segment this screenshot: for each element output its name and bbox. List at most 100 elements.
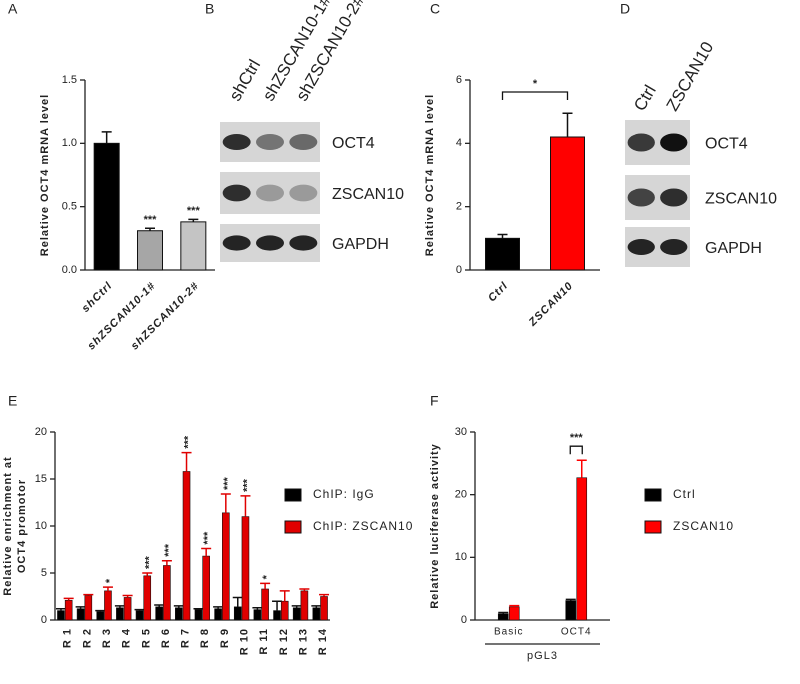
x-tick-label: R 13	[297, 628, 309, 655]
error-bar	[181, 451, 192, 472]
bar	[233, 606, 242, 621]
x-tick-label: R 3	[101, 628, 113, 648]
blot-band	[627, 188, 655, 207]
bar	[96, 611, 105, 621]
error-bar	[272, 600, 283, 611]
error-bar	[252, 607, 263, 610]
x-tick-label: R 7	[180, 628, 192, 648]
error-bar	[291, 605, 302, 608]
error-bar	[232, 596, 243, 607]
y-tick-label: 5	[41, 567, 47, 579]
lane-label: Ctrl	[630, 82, 660, 114]
error-bar	[193, 607, 204, 610]
error-bar	[319, 593, 330, 597]
bar	[550, 136, 585, 271]
y-tick-label: 15	[35, 473, 47, 485]
bar	[116, 607, 124, 621]
bar	[508, 606, 520, 621]
blot-band	[627, 133, 655, 152]
y-tick-label: 20	[455, 489, 467, 501]
panel-label: A	[8, 1, 18, 17]
error-bar	[576, 459, 587, 478]
y-axis-label: Relative OCT4 mRNA level	[424, 94, 436, 256]
panel-label: E	[8, 393, 17, 409]
error-bar	[562, 112, 573, 137]
blot-label: OCT4	[332, 135, 375, 152]
significance: ***	[202, 531, 214, 545]
y-tick-label: 0.0	[62, 264, 77, 276]
error-bar	[497, 233, 508, 239]
bar	[273, 610, 281, 621]
bar	[104, 590, 112, 621]
x-tick-label: R 12	[278, 628, 290, 655]
significance: ***	[144, 214, 158, 226]
y-tick-label: 0	[461, 614, 467, 626]
bar	[253, 609, 262, 621]
significance: *	[261, 574, 273, 579]
y-tick-label: 2	[456, 201, 462, 213]
bar	[222, 512, 230, 621]
legend-label: ZSCAN10	[673, 519, 734, 533]
panel-label: C	[430, 1, 440, 17]
blot-label: GAPDH	[705, 240, 762, 257]
x-tick-label: R 4	[121, 628, 133, 648]
significance: ***	[143, 555, 155, 569]
x-tick-label: Ctrl	[486, 280, 511, 305]
bar	[261, 588, 269, 621]
error-bar	[509, 604, 520, 607]
error-bar	[101, 131, 112, 144]
x-tick-label: R 11	[258, 628, 270, 655]
error-bar	[498, 611, 509, 614]
bar	[241, 516, 250, 621]
bar	[194, 609, 203, 621]
error-bar	[63, 597, 74, 601]
bar	[135, 610, 144, 621]
y-tick-label: 6	[456, 74, 462, 86]
blot-band	[289, 184, 318, 202]
x-tick-label: R 6	[160, 628, 172, 648]
x-tick-label: R 2	[81, 628, 93, 648]
panel-label: D	[620, 1, 630, 17]
error-bar	[55, 607, 66, 611]
error-bar	[240, 495, 251, 517]
x-tick-label: ZSCAN10	[526, 280, 576, 330]
comparison-bracket	[501, 91, 569, 100]
bar	[155, 606, 163, 621]
y-tick-label: 0	[456, 264, 462, 276]
significance: ***	[242, 478, 254, 492]
legend-swatch	[284, 488, 302, 502]
error-bar	[279, 590, 290, 602]
error-bar	[154, 604, 165, 607]
comparison-bracket	[569, 445, 583, 455]
x-tick-label: R 5	[140, 628, 152, 648]
error-bar	[75, 606, 86, 609]
y-tick-label: 1.5	[62, 74, 77, 86]
bar	[76, 608, 85, 621]
legend-swatch	[644, 520, 662, 534]
legend-swatch	[644, 488, 662, 502]
significance: *	[104, 578, 116, 583]
blot-band	[256, 184, 284, 202]
significance: ***	[570, 432, 584, 444]
bar	[93, 142, 120, 271]
panel-label: F	[430, 393, 439, 409]
error-bar	[173, 605, 184, 608]
error-bar	[83, 593, 94, 596]
bar	[64, 599, 73, 621]
error-bar	[188, 218, 199, 222]
legend-label: Ctrl	[673, 487, 696, 501]
bar	[175, 607, 183, 621]
error-bar	[145, 227, 155, 231]
error-bar	[142, 572, 153, 576]
y-tick-label: 1.0	[62, 137, 77, 149]
blot-label: ZSCAN10	[332, 186, 404, 203]
bar	[280, 600, 289, 621]
bar	[84, 595, 93, 621]
legend-swatch	[284, 520, 302, 534]
bar	[497, 613, 509, 621]
error-bar	[201, 547, 212, 557]
blot-band	[660, 239, 688, 255]
y-tick-label: 4	[456, 137, 462, 149]
blot-band	[627, 239, 655, 255]
